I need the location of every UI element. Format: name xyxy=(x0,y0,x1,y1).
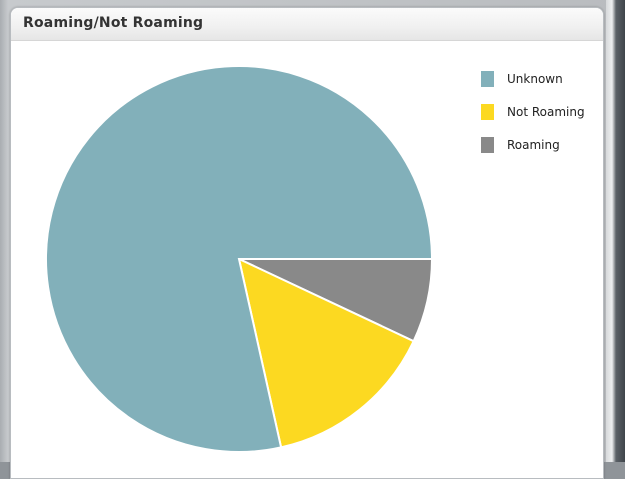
legend-item-roaming: Roaming xyxy=(481,134,599,167)
legend-item-not-roaming: Not Roaming xyxy=(481,101,599,134)
pie-slice-unknown xyxy=(45,65,434,453)
panel-header: Roaming/Not Roaming xyxy=(11,8,603,41)
legend-swatch-not-roaming xyxy=(481,104,494,120)
legend-item-unknown: Unknown xyxy=(481,68,599,101)
roaming-chart-panel: Roaming/Not Roaming Unknown Not Roaming … xyxy=(10,7,604,479)
chart-legend: Unknown Not Roaming Roaming xyxy=(481,68,599,167)
pie-chart xyxy=(45,65,434,453)
legend-swatch-unknown xyxy=(481,71,494,87)
legend-label-not-roaming: Not Roaming xyxy=(507,105,585,119)
window-scrollbar-edge xyxy=(606,0,625,462)
legend-swatch-roaming xyxy=(481,137,494,153)
legend-label-roaming: Roaming xyxy=(507,138,560,152)
panel-title: Roaming/Not Roaming xyxy=(23,15,204,31)
legend-label-unknown: Unknown xyxy=(507,72,563,86)
pie-slice-not-roaming xyxy=(237,257,415,449)
